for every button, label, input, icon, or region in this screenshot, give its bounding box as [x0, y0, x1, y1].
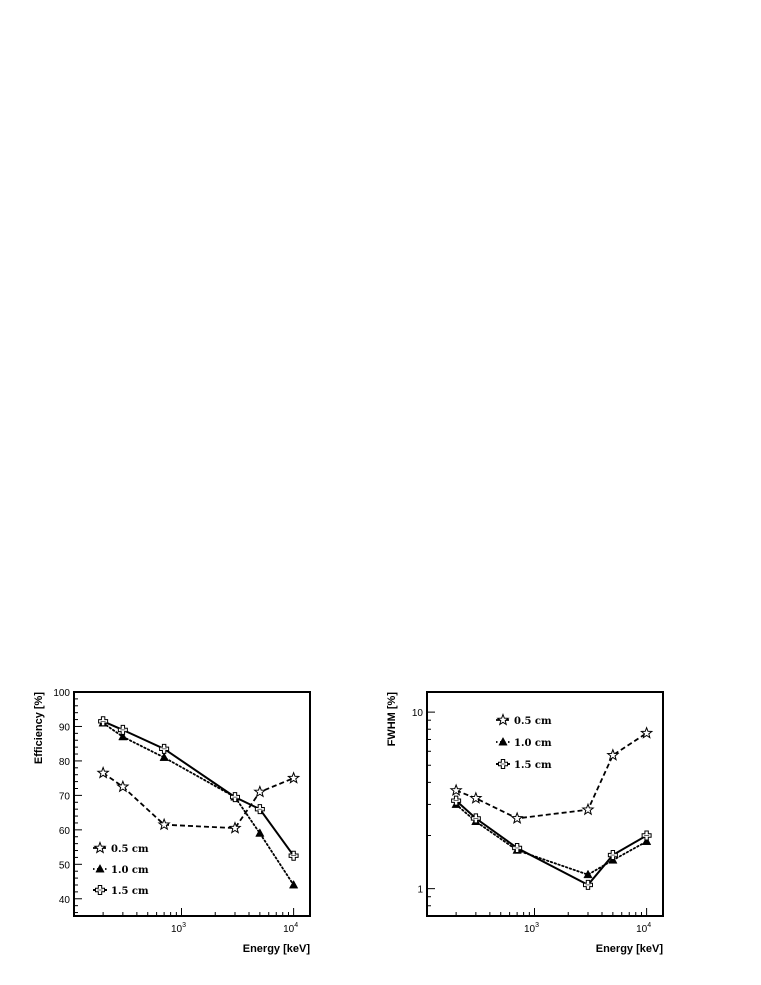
y-tick-label: 80	[59, 757, 71, 768]
legend-label: 1.5 cm	[111, 886, 149, 897]
efficiency-data-point	[253, 785, 267, 798]
x-tick-label: 103	[524, 922, 539, 935]
legend-marker	[93, 841, 107, 854]
efficiency-data-point	[255, 828, 265, 837]
efficiency-data-point	[96, 766, 110, 779]
legend-marker	[95, 863, 105, 873]
fwhm-legend: 0.5 cm 1.0 cm 1.5 cm	[496, 713, 552, 771]
efficiency-ticks: 103 104 40 50 60 70 80 90 100	[53, 688, 298, 935]
efficiency-series-layer	[96, 716, 301, 889]
efficiency-series-line	[102, 722, 295, 886]
fwhm-data-point	[469, 791, 483, 804]
legend-label: 1.5 cm	[514, 760, 552, 771]
efficiency-x-axis-label: Energy [keV]	[243, 943, 311, 955]
y-tick-label: 40	[59, 895, 71, 906]
legend-label: 1.0 cm	[111, 865, 149, 876]
y-tick-label: 90	[59, 722, 71, 733]
fwhm-data-point	[606, 748, 620, 761]
legend-marker	[498, 736, 508, 746]
fwhm-panel: FWHM [%] Energy [keV] 103 104 1 10 0.5 cm 1.…	[386, 691, 664, 955]
legend-label: 1.0 cm	[514, 738, 552, 749]
y-tick-label: 50	[59, 860, 71, 871]
fwhm-series-layer	[449, 726, 654, 890]
x-tick-label: 103	[171, 922, 186, 935]
x-tick-label: 104	[283, 922, 298, 935]
efficiency-y-axis-label: Efficiency [%]	[33, 692, 45, 764]
y-tick-label: 1	[417, 885, 423, 896]
efficiency-panel: Efficiency [%] Energy [keV] 103 104 40 50 60…	[33, 688, 311, 955]
fwhm-series-line	[455, 803, 648, 876]
efficiency-data-point	[157, 817, 171, 831]
fwhm-data-point	[641, 836, 652, 845]
y-tick-label: 100	[53, 688, 70, 699]
fwhm-data-point	[583, 869, 593, 879]
y-tick-label: 60	[59, 826, 71, 837]
y-tick-label: 70	[59, 791, 71, 802]
fwhm-series-line	[455, 799, 648, 887]
fwhm-x-axis-label: Energy [keV]	[596, 943, 664, 955]
fwhm-data-point	[449, 783, 463, 797]
fwhm-data-point	[581, 802, 595, 816]
fwhm-ticks: 103 104 1 10	[412, 708, 651, 935]
efficiency-data-point	[288, 879, 299, 889]
legend-label: 0.5 cm	[514, 716, 552, 727]
efficiency-plot-frame	[73, 691, 311, 917]
efficiency-data-point	[287, 771, 301, 784]
x-tick-label: 104	[636, 922, 651, 935]
legend-label: 0.5 cm	[111, 844, 149, 855]
efficiency-legend: 0.5 cm 1.0 cm 1.5 cm	[93, 841, 149, 897]
legend-marker	[496, 713, 510, 726]
fwhm-y-axis-label: FWHM [%]	[386, 692, 398, 747]
efficiency-data-point	[228, 821, 242, 834]
y-tick-label: 10	[412, 708, 424, 719]
fwhm-data-point	[640, 726, 654, 739]
efficiency-data-point	[118, 731, 128, 741]
efficiency-data-point	[116, 779, 130, 793]
efficiency-series-line	[102, 772, 294, 830]
efficiency-data-point	[159, 752, 169, 761]
fwhm-data-point	[510, 811, 524, 825]
